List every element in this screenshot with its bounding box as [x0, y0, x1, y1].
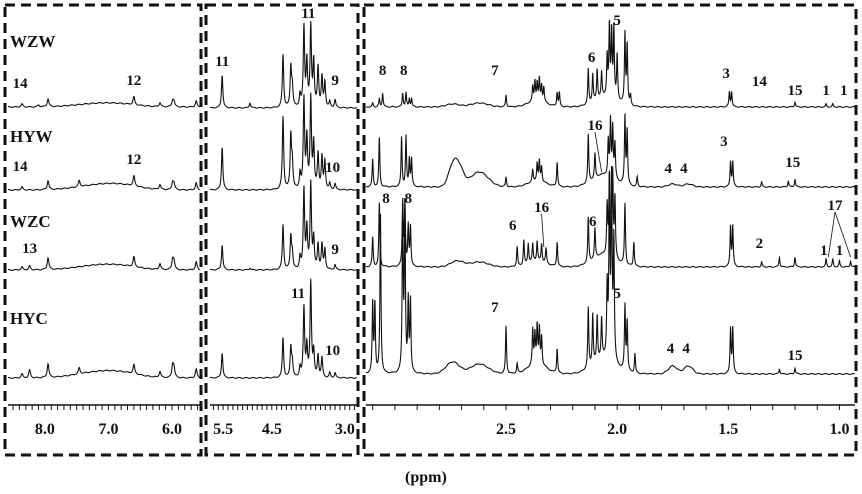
peak-label: 4 — [667, 341, 675, 357]
x-tick-label: 7.0 — [98, 421, 118, 438]
peak-label: 2 — [756, 236, 764, 252]
axes: 8.0 7.0 6.0 5.5 4.5 3.0 2.5 2.0 1.5 1.0 — [8, 404, 855, 438]
peak-label: 5 — [613, 13, 621, 29]
spectrum-wzc-panel-3 — [366, 166, 855, 268]
peak-leader-line — [834, 211, 851, 258]
peak-label: 4 — [682, 341, 690, 357]
peak-label: 3 — [722, 66, 730, 82]
peak-label: 12 — [126, 73, 141, 89]
peak-label: 16 — [587, 118, 603, 134]
peak-label: 11 — [215, 54, 229, 70]
x-tick-label: 2.0 — [607, 421, 627, 438]
peak-label: 15 — [787, 83, 802, 99]
peak-leader-line — [541, 213, 545, 248]
spectrum-wzw-panel-3 — [366, 19, 855, 108]
peak-label: 9 — [331, 73, 339, 89]
spectrum-wzw-panel-1 — [8, 95, 200, 108]
peak-label: 8 — [379, 63, 387, 79]
peak-label: 6 — [589, 214, 597, 230]
peak-label: 8 — [382, 191, 390, 207]
peak-leader-line — [594, 131, 603, 173]
peak-label: 14 — [752, 74, 768, 90]
panel-frame — [204, 3, 360, 457]
peak-label: 8 — [404, 191, 412, 207]
x-tick-label: 2.5 — [496, 421, 516, 438]
spectrum-wzc-panel-2 — [210, 179, 357, 271]
peak-label: 15 — [787, 348, 802, 364]
peak-label: 4 — [680, 161, 688, 177]
sample-labels: WZW HYW WZC HYC — [10, 32, 55, 328]
peak-label: 8 — [400, 63, 408, 79]
x-tick-label: 5.5 — [213, 421, 233, 438]
spectrum-hyc-panel-2 — [210, 278, 357, 379]
series-label-hyc: HYC — [10, 309, 48, 328]
peak-label: 13 — [22, 241, 37, 257]
spectrum-wzc-panel-1 — [8, 255, 200, 271]
x-tick-label: 3.0 — [335, 421, 355, 438]
peak-label: 17 — [827, 198, 843, 214]
x-tick-label: 6.0 — [162, 421, 182, 438]
panel-frames — [3, 3, 858, 457]
x-tick-label: 4.5 — [262, 421, 282, 438]
series-label-wzw: WZW — [10, 32, 55, 51]
peak-label: 10 — [325, 160, 340, 176]
spectrum-hyw-panel-1 — [8, 175, 200, 191]
peak-label: 11 — [291, 286, 305, 302]
peak-label: 6 — [588, 50, 596, 66]
x-tick-label: 1.5 — [718, 421, 738, 438]
peak-label: 15 — [785, 155, 800, 171]
spectrum-wzw-panel-2 — [210, 21, 357, 109]
panel-frame — [362, 3, 858, 457]
peak-label: 10 — [325, 343, 340, 359]
x-axis-label: (ppm) — [405, 469, 447, 486]
spectra — [8, 19, 855, 379]
peak-label: 6 — [509, 218, 517, 234]
peak-label: 12 — [126, 152, 141, 168]
peak-label: 9 — [331, 242, 339, 258]
spectrum-hyc-panel-1 — [8, 361, 200, 379]
peak-label: 14 — [13, 159, 29, 175]
peak-label: 16 — [534, 200, 550, 216]
x-tick-label: 1.0 — [829, 421, 849, 438]
spectrum-hyw-panel-3 — [366, 113, 855, 188]
peak-label: 4 — [665, 161, 673, 177]
peak-leader-line — [827, 211, 836, 258]
x-tick-label: 8.0 — [35, 421, 55, 438]
peak-label: 1 — [840, 83, 848, 99]
series-label-hyw: HYW — [10, 127, 53, 146]
spectrum-hyw-panel-2 — [210, 92, 357, 191]
peak-label: 7 — [491, 300, 499, 316]
peak-label: 5 — [613, 286, 621, 302]
peak-label: 7 — [491, 63, 499, 79]
peak-label: 11 — [301, 6, 315, 22]
spectrum-hyc-panel-3 — [366, 165, 855, 375]
peak-label: 3 — [720, 134, 728, 150]
peak-label: 1 — [836, 243, 844, 259]
peak-label: 1 — [820, 243, 828, 259]
peak-label: 14 — [13, 76, 29, 92]
panel-frame — [3, 3, 203, 457]
series-label-wzc: WZC — [10, 212, 51, 231]
peak-label: 1 — [822, 83, 830, 99]
